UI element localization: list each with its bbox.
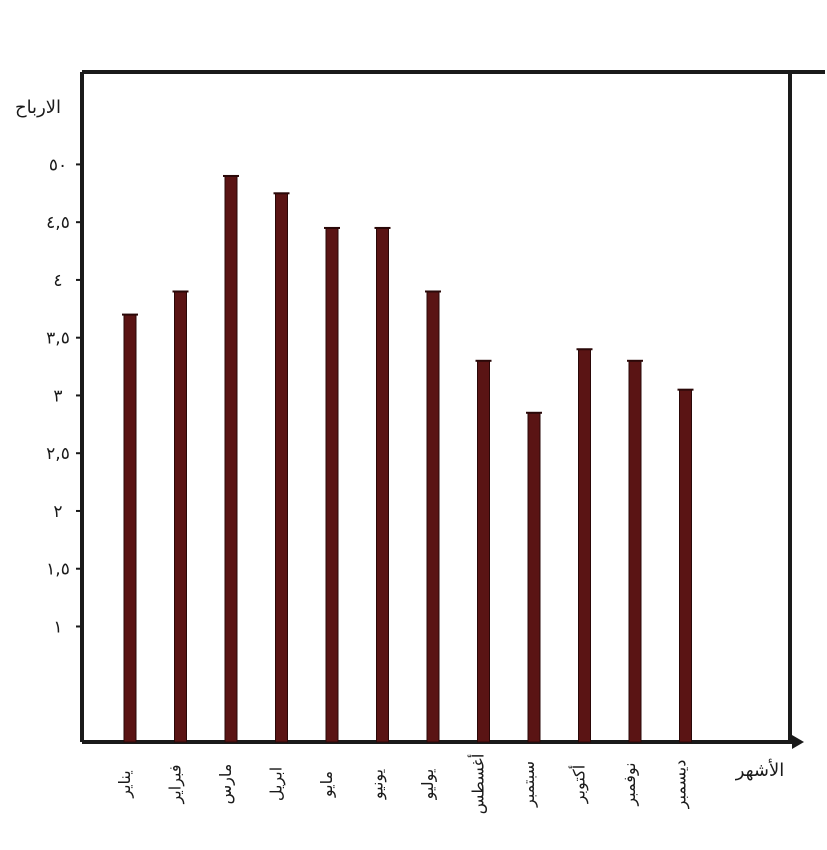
bar (679, 389, 692, 743)
y-tick-label: ٢,٥ (46, 444, 70, 464)
bar (527, 412, 541, 743)
x-axis-labels: يناير فبراير مارس ابريل مايو يونيو يوليو أغسطس س… (115, 754, 691, 815)
x-tick-label: يونيو (368, 769, 388, 800)
bar (376, 227, 389, 743)
bar (578, 348, 591, 743)
x-tick-label: سبتمبر (519, 761, 539, 808)
x-tick-label: مايو (317, 771, 337, 798)
x-tick-label: يناير (115, 770, 135, 798)
x-axis-arrowhead (792, 735, 804, 749)
bar (224, 175, 238, 743)
y-tick-label: ١,٥ (46, 560, 70, 580)
x-tick-label: نوفمبر (620, 762, 640, 806)
bar (174, 290, 187, 743)
y-axis-ticks: ١ ١,٥ ٢ ٢,٥ ٣ ٣,٥ ٤ ٤,٥ ٥٠ (46, 155, 84, 637)
y-tick-label: ٤ (53, 271, 62, 291)
bar (628, 360, 642, 743)
x-tick-label: ابريل (267, 767, 287, 801)
y-tick-label: ٥٠ (49, 155, 67, 175)
x-tick-label: مارس (216, 764, 236, 805)
bars-group (122, 174, 694, 743)
bar (477, 360, 490, 743)
y-tick-label: ١ (53, 617, 62, 637)
bar (325, 227, 339, 743)
x-tick-label: فبراير (166, 764, 186, 804)
x-tick-label: ديسمبر (671, 760, 691, 810)
y-tick-label: ٢ (53, 502, 62, 522)
bar (275, 192, 288, 743)
y-axis-title: الارباح (15, 97, 61, 118)
y-tick-label: ٣ (53, 386, 62, 406)
bar (426, 290, 440, 743)
y-tick-label: ٤,٥ (46, 213, 70, 233)
chart-frame (80, 70, 825, 749)
x-axis-title: الأشهر (735, 759, 785, 781)
y-tick-label: ٣,٥ (46, 329, 70, 349)
x-tick-label: يوليو (418, 769, 438, 801)
bar (123, 314, 137, 743)
x-tick-label: أغسطس (468, 754, 489, 815)
x-tick-label: أكتوبر (569, 765, 590, 804)
